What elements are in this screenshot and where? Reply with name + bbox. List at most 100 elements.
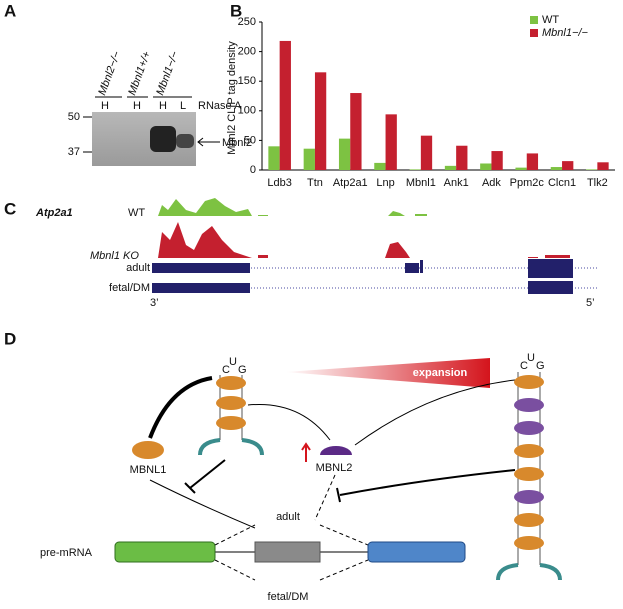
binding-arrow <box>148 376 213 439</box>
genotype: Mbnl2−/− <box>96 49 123 97</box>
y-tick-label: 250 <box>238 16 256 28</box>
arrow <box>149 479 256 529</box>
lane: H <box>101 100 109 112</box>
bar <box>491 151 503 170</box>
bar <box>385 114 397 170</box>
x-tick-label: Ppm2c <box>510 177 545 189</box>
legend-swatch <box>530 16 538 24</box>
wedge-label: expansion <box>413 367 468 379</box>
isoform-label: fetal/DM <box>268 591 309 603</box>
y-tick-label: 200 <box>238 46 256 58</box>
bar <box>279 40 291 170</box>
end-label: 3’ <box>150 297 159 309</box>
marker: 37 <box>68 146 80 158</box>
legend-swatch <box>530 29 538 37</box>
inhibit <box>184 459 226 494</box>
isoform-label: fetal/DM <box>109 282 150 294</box>
bound-protein <box>514 375 544 389</box>
panel-label: D <box>4 329 16 348</box>
inhibit <box>336 469 516 503</box>
gene: Atp2a1 <box>35 207 73 219</box>
panel-label: B <box>230 1 242 20</box>
legend-label: WT <box>542 14 559 26</box>
track-label: Mbnl1 KO <box>90 250 139 262</box>
bar <box>526 153 539 170</box>
protein-label: MBNL1 <box>130 464 167 476</box>
bound-protein <box>514 444 544 458</box>
exon <box>152 263 250 273</box>
bar <box>480 163 492 170</box>
exon <box>254 541 321 563</box>
mbnl2 <box>320 446 352 455</box>
genotype: Mbnl1−/− <box>154 49 181 97</box>
mbnl1-bound <box>216 376 246 390</box>
x-tick-label: Ldb3 <box>267 177 291 189</box>
arrow <box>197 137 220 147</box>
exon <box>152 283 250 293</box>
expansion-wedge <box>285 358 490 388</box>
bar <box>550 167 563 170</box>
treatment: RNase A <box>198 100 242 112</box>
exon <box>528 259 573 278</box>
bar <box>338 138 351 170</box>
bar <box>586 169 598 170</box>
x-tick-label: Ttn <box>307 177 323 189</box>
exon <box>367 541 466 563</box>
bound-protein <box>514 536 544 550</box>
bar <box>562 161 574 170</box>
band-label: Mbnl2 <box>222 137 252 149</box>
y-tick-label: 150 <box>238 75 256 87</box>
bar <box>409 169 421 170</box>
right-hairpin <box>514 375 544 550</box>
x-tick-label: Tlk2 <box>587 177 608 189</box>
mbnl1 <box>132 441 164 459</box>
lane: L <box>180 100 186 112</box>
bar <box>456 145 468 170</box>
bar <box>314 72 327 170</box>
x-tick-label: Clcn1 <box>548 177 576 189</box>
ko-track <box>158 222 570 258</box>
x-tick-label: Adk <box>482 177 501 189</box>
transcript-label: pre-mRNA <box>40 547 93 559</box>
loop-base: G <box>536 360 545 372</box>
track-panel: Atp2a1 WT Mbnl1 KO adult fetal/DM 3’ 5’ <box>35 198 598 309</box>
band <box>176 134 194 148</box>
y-tick-label: 0 <box>250 164 256 176</box>
gel-panel: Mbnl2−/− Mbnl1+/+ Mbnl1−/− H H H L RNase… <box>68 49 252 166</box>
loop-base: C <box>520 360 528 372</box>
bar <box>444 165 457 170</box>
exon <box>405 263 419 273</box>
bound-protein <box>514 421 544 435</box>
bound-protein <box>514 398 544 412</box>
bound-protein <box>514 513 544 527</box>
mbnl1-bound <box>216 396 246 410</box>
bar <box>515 167 527 170</box>
panel-label: A <box>4 1 16 20</box>
loop-base: G <box>238 364 247 376</box>
up-arrow <box>301 442 311 462</box>
exon <box>114 541 216 563</box>
x-tick-label: Mbnl1 <box>406 177 436 189</box>
isoform-label: adult <box>126 262 150 274</box>
wt-track <box>158 198 427 216</box>
marker: 50 <box>68 111 80 123</box>
bar <box>350 93 362 170</box>
splice <box>214 524 369 581</box>
bar <box>268 146 280 170</box>
bar <box>597 162 609 170</box>
protein-label: MBNL2 <box>316 462 353 474</box>
track-label: WT <box>128 207 145 219</box>
exon <box>528 281 573 294</box>
model-panel: expansion C U G MBNL1 MBNL2 pre-mRNA adu… <box>40 352 562 603</box>
x-tick-label: Lnp <box>376 177 394 189</box>
x-tick-label: Atp2a1 <box>333 177 368 189</box>
genotype: Mbnl1+/+ <box>126 49 153 97</box>
legend-label: Mbnl1−/− <box>542 27 588 39</box>
isoform-label: adult <box>276 511 300 523</box>
y-tick-label: 100 <box>238 105 256 117</box>
loop-base: C <box>222 364 230 376</box>
loop-base: U <box>229 356 237 368</box>
bar <box>374 162 386 170</box>
y-tick-label: 50 <box>244 134 256 146</box>
panel-label: C <box>4 199 16 218</box>
